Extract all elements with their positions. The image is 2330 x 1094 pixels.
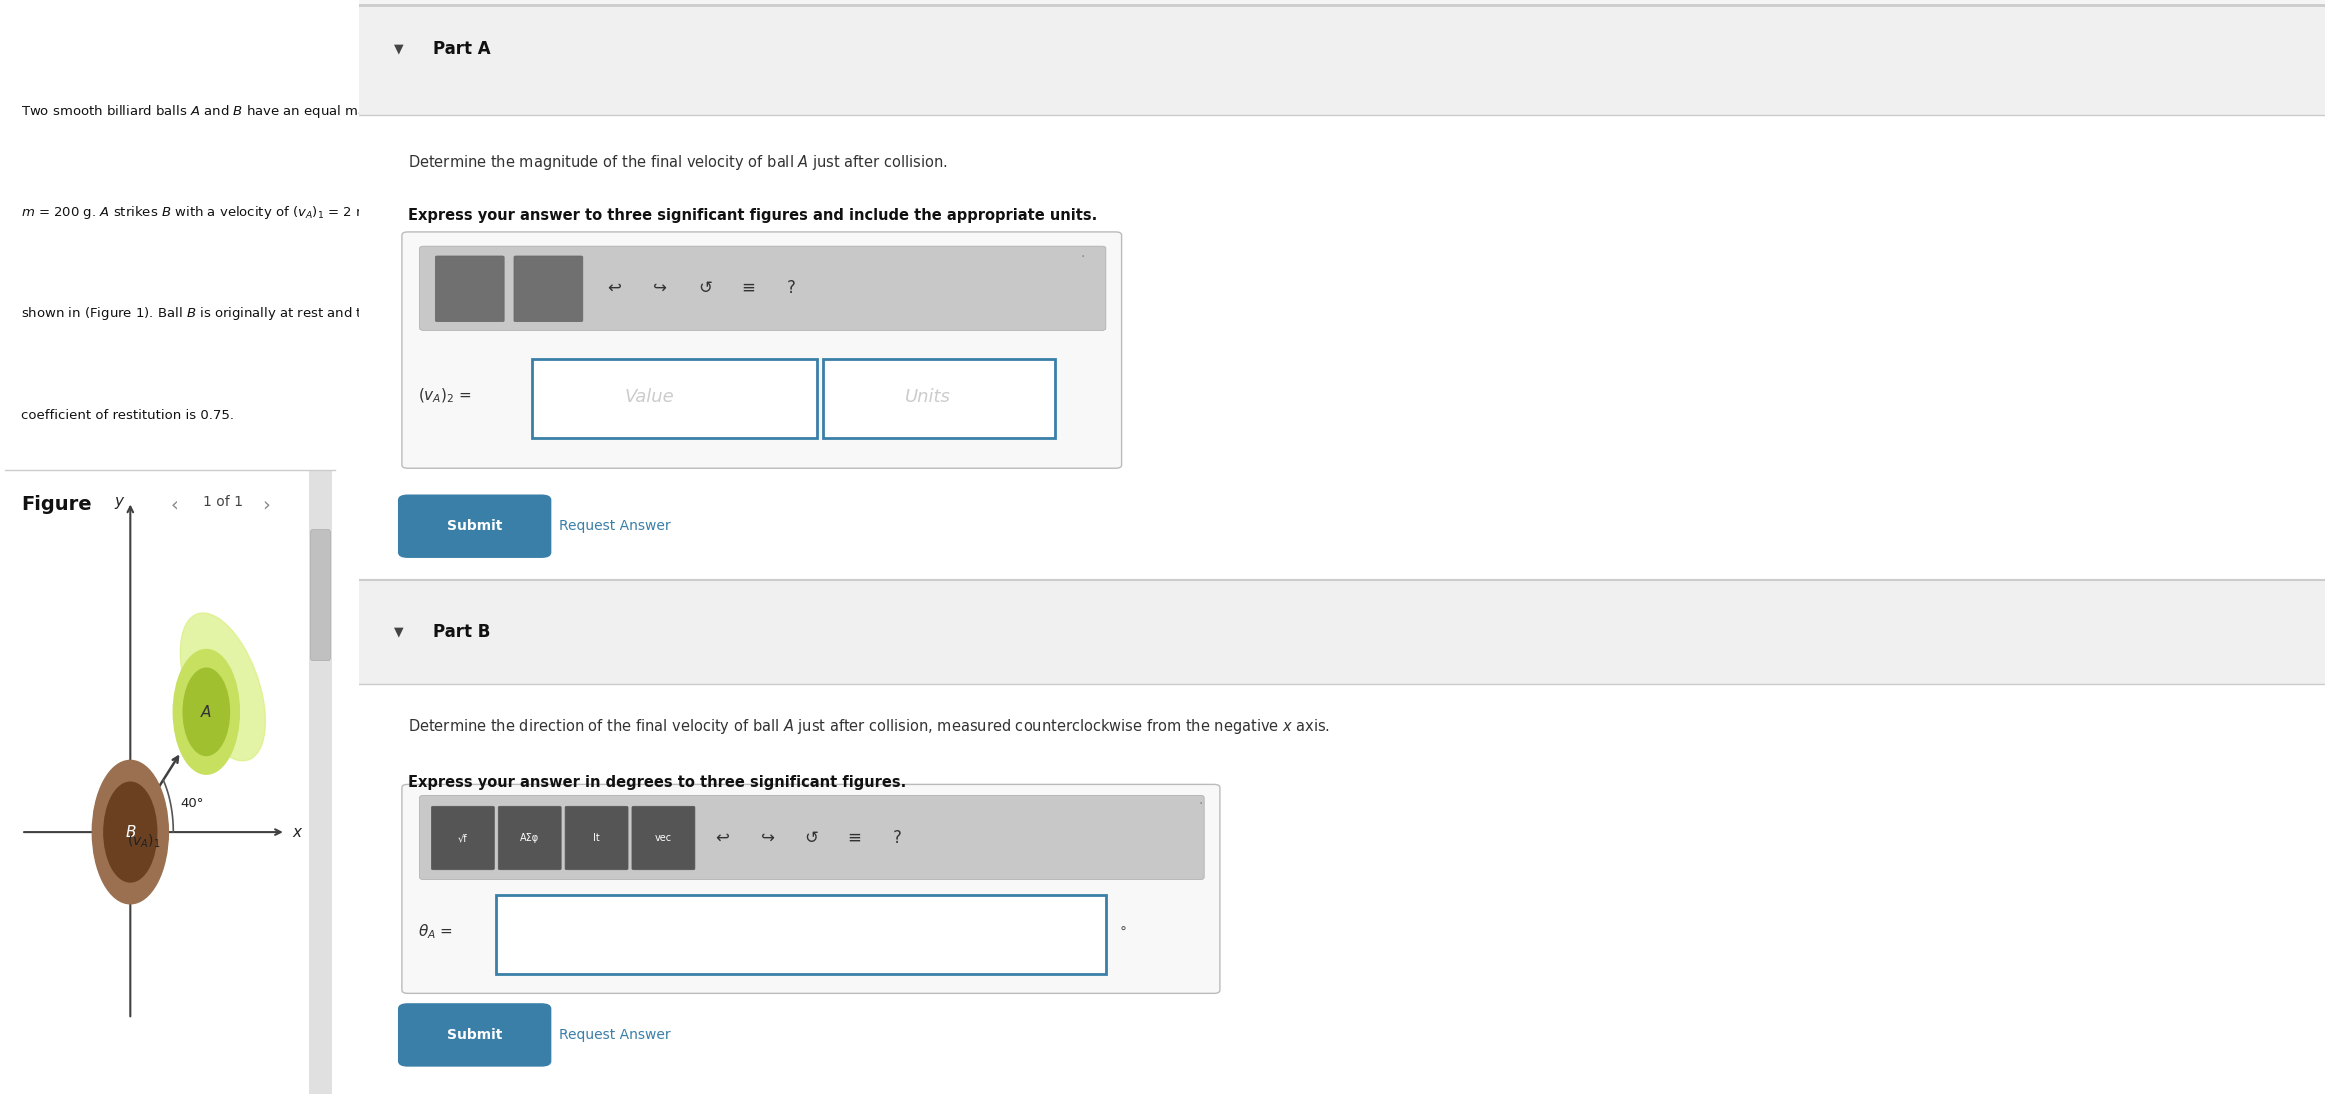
Text: $B$: $B$ — [123, 824, 135, 840]
Text: $m$ = 200 g. $A$ strikes $B$ with a velocity of $(v_A)_1$ = 2 m/s as: $m$ = 200 g. $A$ strikes $B$ with a velo… — [21, 203, 401, 221]
Text: Submit: Submit — [447, 1028, 503, 1041]
FancyBboxPatch shape — [822, 359, 1055, 438]
Text: Submit: Submit — [447, 520, 503, 533]
Text: ▼: ▼ — [394, 626, 403, 639]
FancyBboxPatch shape — [515, 256, 582, 322]
Text: $(v_A)_1$: $(v_A)_1$ — [128, 833, 161, 850]
FancyBboxPatch shape — [310, 529, 331, 661]
Text: ?: ? — [892, 829, 902, 847]
Text: ▼: ▼ — [394, 43, 403, 56]
Text: 1 of 1: 1 of 1 — [203, 496, 242, 510]
FancyBboxPatch shape — [566, 806, 629, 870]
Text: It: It — [594, 833, 599, 843]
FancyBboxPatch shape — [359, 580, 2325, 684]
Text: $\theta_A$ =: $\theta_A$ = — [417, 922, 452, 942]
Text: Express your answer to three significant figures and include the appropriate uni: Express your answer to three significant… — [408, 208, 1097, 223]
Circle shape — [105, 782, 156, 882]
Text: Part A: Part A — [433, 40, 492, 58]
FancyBboxPatch shape — [419, 795, 1205, 880]
Text: ↺: ↺ — [804, 829, 818, 847]
Text: Request Answer: Request Answer — [559, 520, 671, 533]
FancyBboxPatch shape — [359, 0, 2325, 1094]
FancyBboxPatch shape — [531, 359, 818, 438]
Text: Determine the direction of the final velocity of ball $A$ just after collision, : Determine the direction of the final vel… — [408, 717, 1330, 735]
Circle shape — [172, 650, 240, 775]
Text: ↺: ↺ — [697, 279, 711, 296]
Text: Express your answer in degrees to three significant figures.: Express your answer in degrees to three … — [408, 775, 906, 790]
Text: vec: vec — [655, 833, 671, 843]
Circle shape — [184, 668, 228, 756]
FancyBboxPatch shape — [398, 494, 552, 558]
FancyBboxPatch shape — [496, 895, 1107, 974]
FancyBboxPatch shape — [310, 470, 333, 1094]
FancyBboxPatch shape — [419, 246, 1107, 330]
Text: ›: › — [263, 496, 270, 514]
FancyBboxPatch shape — [359, 115, 2325, 580]
Text: °: ° — [1121, 927, 1128, 940]
FancyBboxPatch shape — [359, 5, 2325, 115]
FancyBboxPatch shape — [436, 256, 503, 322]
Text: ‹: ‹ — [170, 496, 177, 514]
Text: Request Answer: Request Answer — [559, 1028, 671, 1041]
Text: ·: · — [1081, 251, 1083, 264]
FancyBboxPatch shape — [401, 784, 1221, 993]
Text: ↪: ↪ — [652, 279, 666, 296]
FancyBboxPatch shape — [631, 806, 694, 870]
Text: ↩: ↩ — [608, 279, 622, 296]
Text: Determine the magnitude of the final velocity of ball $A$ just after collision.: Determine the magnitude of the final vel… — [408, 153, 948, 172]
Text: Units: Units — [906, 388, 951, 406]
Text: √f: √f — [459, 833, 468, 843]
Text: $x$: $x$ — [291, 825, 303, 839]
Text: ≡: ≡ — [848, 829, 862, 847]
Text: coefficient of restitution is 0.75.: coefficient of restitution is 0.75. — [21, 409, 235, 422]
Text: Value: Value — [624, 388, 673, 406]
Text: ?: ? — [788, 279, 795, 296]
Circle shape — [93, 760, 168, 904]
FancyBboxPatch shape — [401, 232, 1121, 468]
FancyBboxPatch shape — [398, 1003, 552, 1067]
Text: ≡: ≡ — [741, 279, 755, 296]
Text: $y$: $y$ — [114, 496, 126, 511]
Ellipse shape — [179, 613, 266, 760]
Text: shown in (Figure 1). Ball $B$ is originally at rest and the: shown in (Figure 1). Ball $B$ is origina… — [21, 304, 380, 322]
Text: ·: · — [1198, 798, 1202, 811]
Text: Part B: Part B — [433, 624, 492, 641]
Text: Two smooth billiard balls $A$ and $B$ have an equal mass of: Two smooth billiard balls $A$ and $B$ ha… — [21, 103, 398, 120]
FancyBboxPatch shape — [359, 684, 2325, 1094]
Text: Figure: Figure — [21, 496, 91, 514]
Text: $A$: $A$ — [200, 703, 212, 720]
Text: ↪: ↪ — [760, 829, 774, 847]
Text: ↩: ↩ — [715, 829, 729, 847]
FancyBboxPatch shape — [499, 806, 562, 870]
FancyBboxPatch shape — [431, 806, 494, 870]
Text: 40°: 40° — [179, 798, 203, 811]
Text: ΑΣφ: ΑΣφ — [520, 833, 538, 843]
Text: $(v_A)_2$ =: $(v_A)_2$ = — [417, 387, 471, 405]
